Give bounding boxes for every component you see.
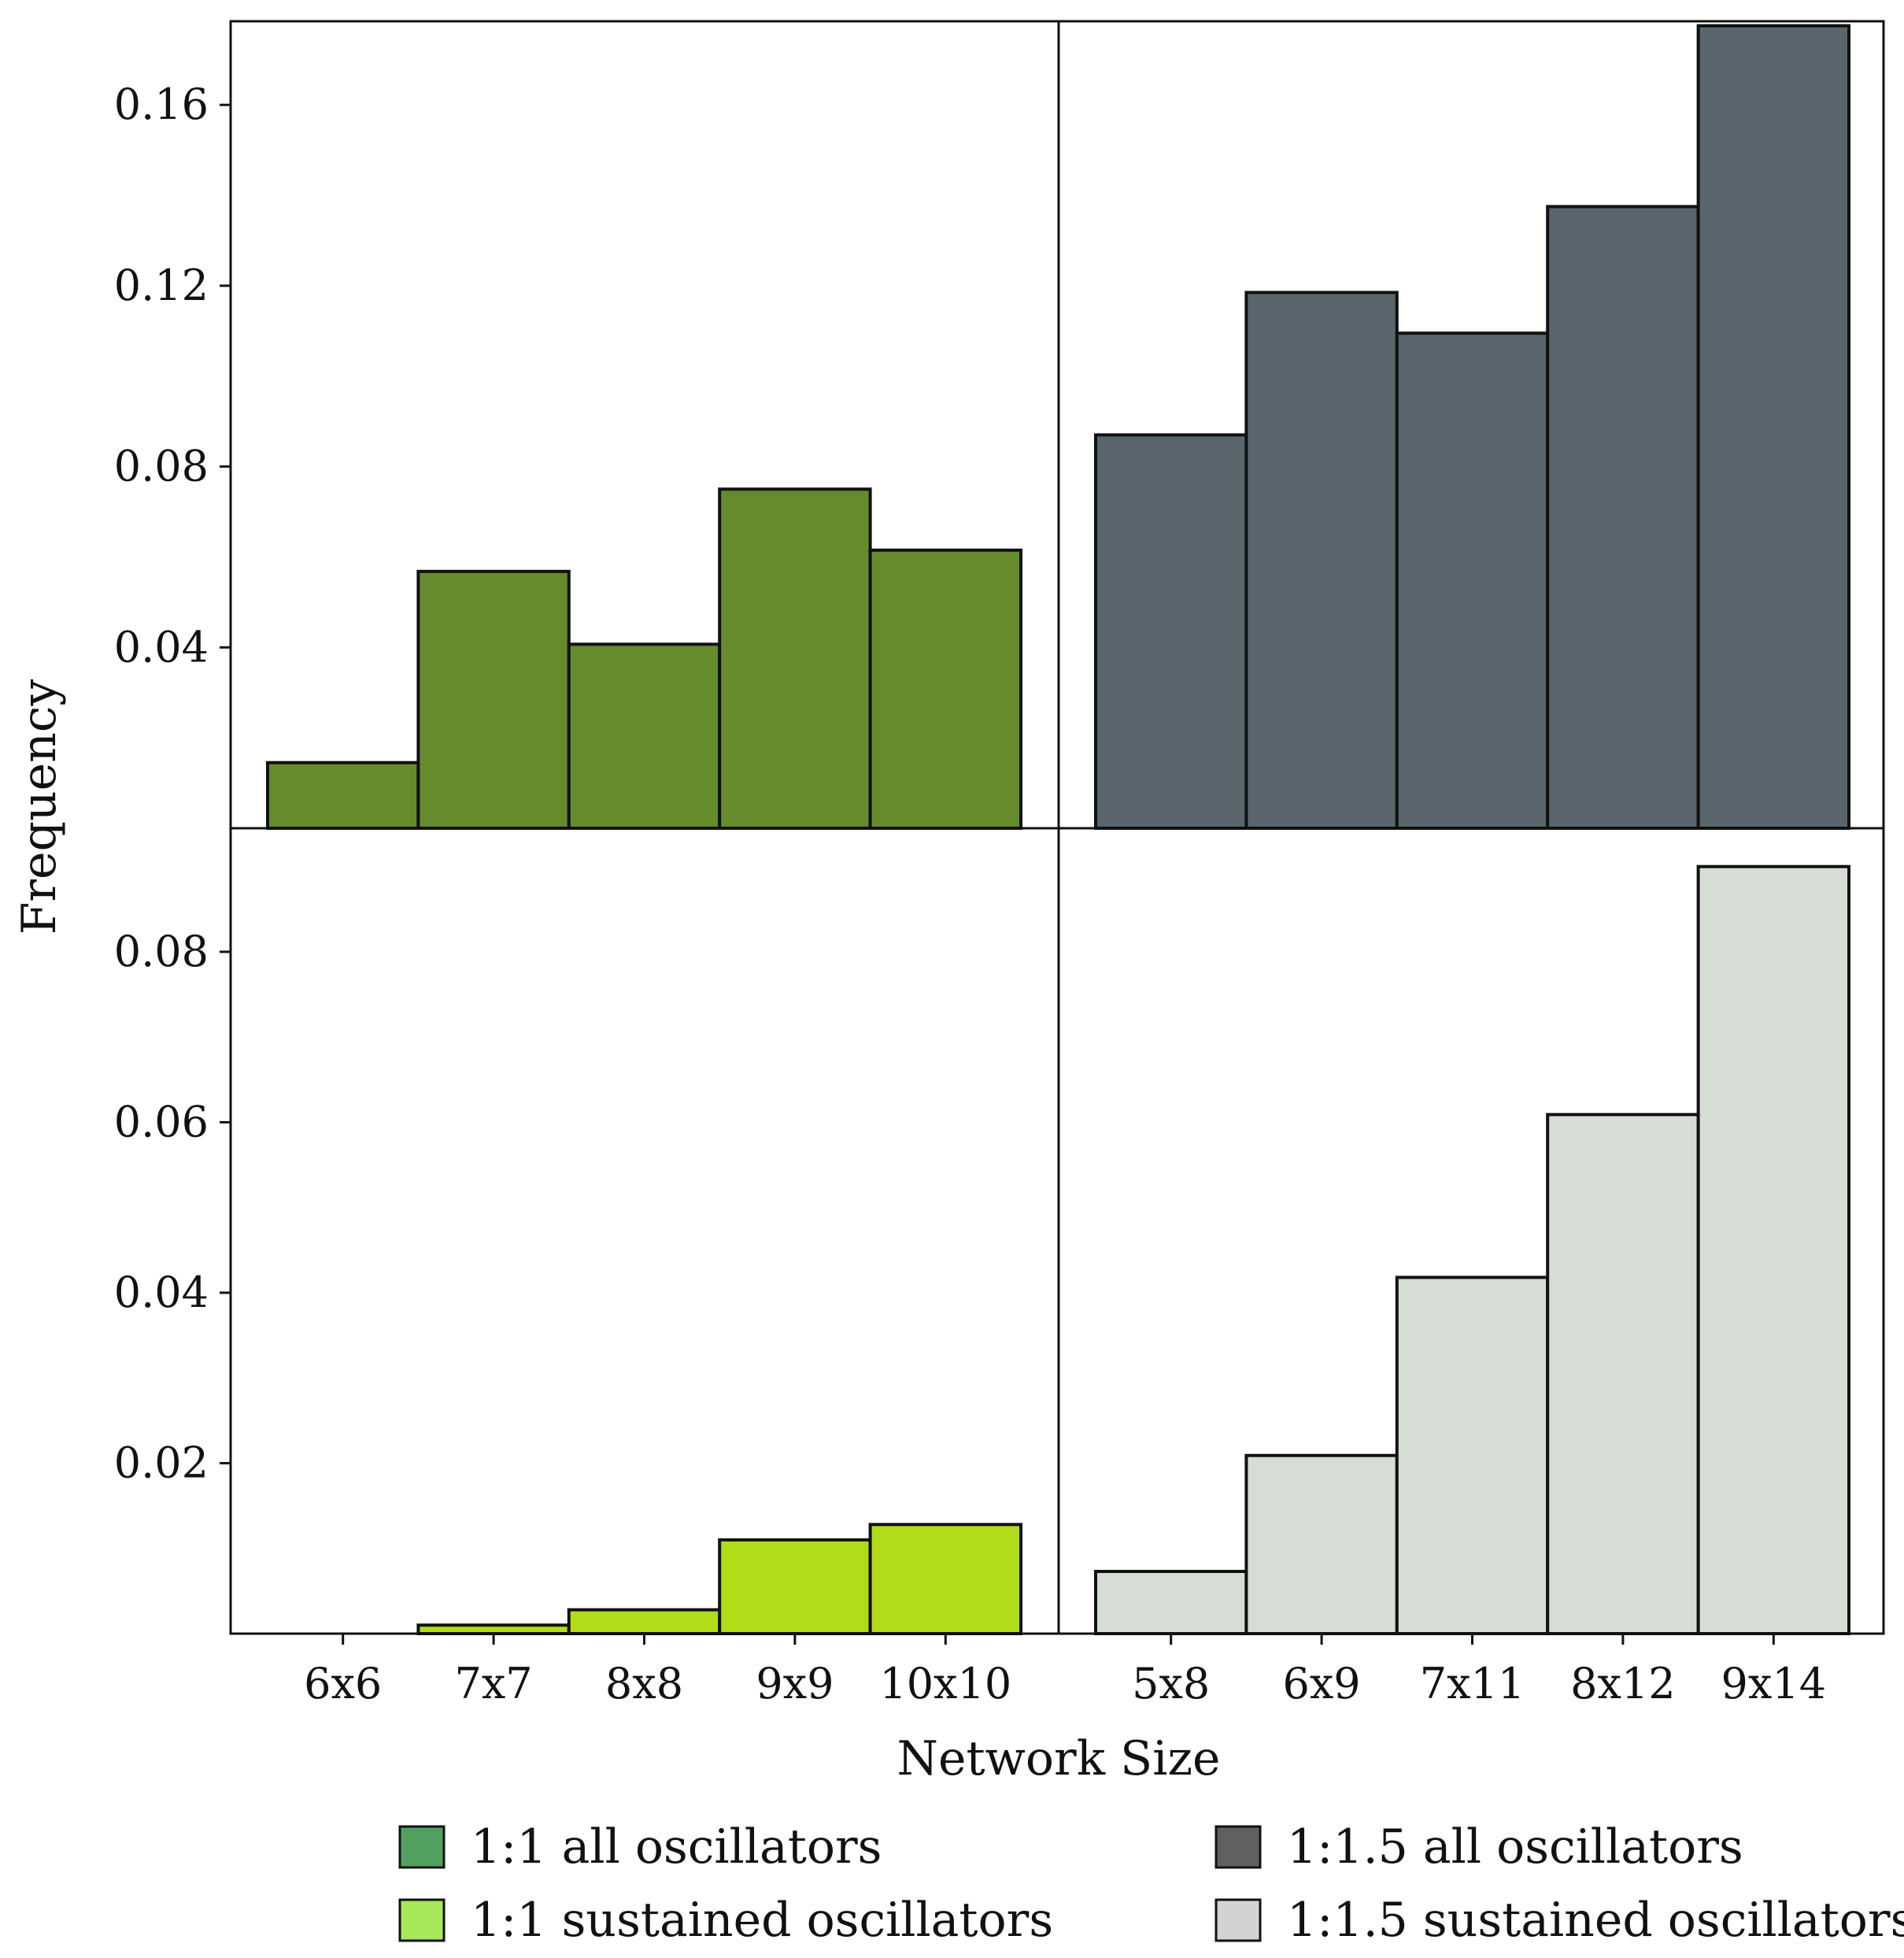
ytick-label-top-left-3: 0.16 — [114, 80, 209, 129]
bar-bottom-left-10x10 — [868, 1523, 1022, 1636]
ytick-label-bottom-left-0: 0.02 — [114, 1438, 209, 1487]
bar-bottom-left-7x7 — [416, 1623, 571, 1635]
bar-top-right-5x8 — [1094, 433, 1248, 831]
xtick-label-bottom-right-0: 5x8 — [1132, 1659, 1210, 1708]
ticks-layer: 0.04 0.08 0.12 0.16 0.02 0.04 0.06 0.08 6x6 7x7 8x… — [114, 80, 1826, 1708]
legend-swatch-1-1-5-sustained — [1214, 1898, 1262, 1942]
xtick-label-bottom-right-1: 6x9 — [1283, 1659, 1361, 1708]
bar-bottom-right-6x9 — [1244, 1453, 1399, 1635]
bar-top-right-6x9 — [1244, 291, 1399, 830]
legend-swatch-1-1-all — [398, 1825, 445, 1869]
legend: 1:1 all oscillators 1:1.5 all oscillator… — [398, 1819, 1904, 1948]
xtick-label-bottom-right-4: 9x14 — [1721, 1659, 1827, 1708]
xtick-label-bottom-left-4: 10x10 — [879, 1659, 1011, 1708]
x-axis-label: Network Size — [897, 1731, 1220, 1786]
legend-label-1-1-sustained: 1:1 sustained oscillators — [471, 1893, 1053, 1948]
plot-frame — [229, 20, 1885, 1635]
bar-top-left-10x10 — [868, 548, 1022, 830]
y-axis-label: Frequency — [12, 679, 67, 935]
bar-top-right-7x11 — [1395, 331, 1550, 830]
legend-label-1-1-5-all: 1:1.5 all oscillators — [1287, 1819, 1743, 1875]
xtick-label-bottom-left-2: 8x8 — [605, 1659, 683, 1708]
xtick-label-bottom-left-3: 9x9 — [756, 1659, 834, 1708]
bar-top-left-7x7 — [416, 569, 571, 830]
bar-bottom-right-9x14 — [1696, 864, 1851, 1635]
ytick-label-bottom-left-1: 0.04 — [114, 1268, 209, 1317]
legend-label-1-1-all: 1:1 all oscillators — [471, 1819, 882, 1875]
bar-bottom-left-8x8 — [567, 1608, 722, 1635]
xtick-label-bottom-left-1: 7x7 — [455, 1659, 533, 1708]
ytick-label-top-left-2: 0.12 — [114, 261, 209, 310]
legend-swatch-1-1-sustained — [398, 1898, 445, 1942]
bar-top-left-6x6 — [266, 761, 420, 831]
legend-entry-1-1-sustained: 1:1 sustained oscillators — [398, 1893, 1053, 1948]
xtick-label-bottom-right-2: 7x11 — [1420, 1659, 1525, 1708]
bar-top-left-9x9 — [718, 487, 872, 830]
bar-bottom-left-9x9 — [718, 1538, 872, 1636]
xtick-label-bottom-left-0: 6x6 — [304, 1659, 382, 1708]
ytick-label-top-left-0: 0.04 — [114, 622, 209, 672]
bars-layer — [266, 24, 1851, 1636]
bar-bottom-right-7x11 — [1395, 1275, 1550, 1635]
ytick-label-bottom-left-3: 0.08 — [114, 927, 209, 976]
ytick-label-top-left-1: 0.08 — [114, 442, 209, 491]
ytick-label-bottom-left-2: 0.06 — [114, 1097, 209, 1146]
legend-entry-1-1-5-all: 1:1.5 all oscillators — [1214, 1819, 1743, 1875]
legend-entry-1-1-all: 1:1 all oscillators — [398, 1819, 882, 1875]
legend-label-1-1-5-sustained: 1:1.5 sustained oscillators — [1287, 1893, 1904, 1948]
bar-top-left-8x8 — [567, 642, 722, 830]
bar-top-right-9x14 — [1696, 24, 1851, 830]
xtick-label-bottom-right-3: 8x12 — [1570, 1659, 1676, 1708]
legend-swatch-1-1-5-all — [1214, 1825, 1262, 1869]
bar-top-right-8x12 — [1546, 205, 1700, 830]
legend-entry-1-1-5-sustained: 1:1.5 sustained oscillators — [1214, 1893, 1904, 1948]
bar-bottom-right-5x8 — [1094, 1570, 1248, 1635]
bar-bottom-right-8x12 — [1546, 1112, 1700, 1635]
